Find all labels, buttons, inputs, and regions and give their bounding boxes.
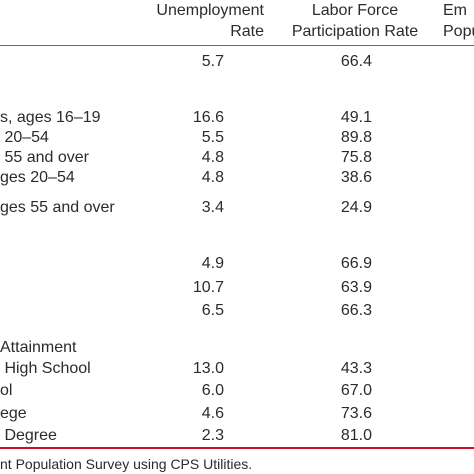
header-labor-force-participation-rate: Labor Force Participation Rate (270, 0, 440, 42)
lfpr-cell: 75.8 (340, 149, 372, 166)
lfpr-cell: 66.4 (340, 53, 372, 70)
header-divider (0, 45, 474, 46)
lfpr-cell: 67.0 (340, 382, 372, 399)
row-label: 55 and over (0, 149, 89, 166)
row-label: ol (0, 382, 13, 399)
table-row: 20–54 5.5 89.8 (0, 128, 474, 148)
unemployment-rate-cell: 6.0 (201, 382, 224, 399)
table-row: ege 4.6 73.6 (0, 404, 474, 424)
lfpr-cell: 89.8 (340, 129, 372, 146)
table-row: 55 and over 4.8 75.8 (0, 148, 474, 168)
section-label: Attainment (0, 339, 77, 356)
unemployment-rate-cell: 4.8 (201, 169, 224, 186)
unemployment-rate-cell: 4.6 (201, 405, 224, 422)
lfpr-cell: 63.9 (340, 279, 372, 296)
table-row: 6.5 66.3 (0, 301, 474, 321)
lfpr-cell: 38.6 (340, 169, 372, 186)
row-label: s, ages 16–19 (0, 109, 101, 126)
table-section-heading: Attainment (0, 338, 474, 358)
unemployment-rate-cell: 13.0 (192, 360, 224, 377)
row-label: Degree (0, 427, 57, 444)
unemployment-rate-cell: 5.5 (201, 129, 224, 146)
table-row: 4.9 66.9 (0, 254, 474, 274)
header-unemployment-line-2: Rate (230, 23, 264, 40)
table-row: 10.7 63.9 (0, 278, 474, 298)
table-bottom-rule (0, 447, 474, 449)
header-emp-line-2: Popu (443, 23, 474, 40)
unemployment-rate-cell: 5.7 (201, 53, 224, 70)
source-note: nt Population Survey using CPS Utilities… (0, 456, 253, 472)
unemployment-rate-cell: 16.6 (192, 109, 224, 126)
table-row: ol 6.0 67.0 (0, 381, 474, 401)
row-label: High School (0, 360, 91, 377)
header-lfpr-line-2: Participation Rate (291, 23, 419, 40)
lfpr-cell: 81.0 (340, 427, 372, 444)
lfpr-cell: 43.3 (340, 360, 372, 377)
lfpr-cell: 66.9 (340, 255, 372, 272)
unemployment-rate-cell: 4.8 (201, 149, 224, 166)
header-lfpr-line-1: Labor Force (311, 2, 399, 19)
table-row: ges 55 and over 3.4 24.9 (0, 198, 474, 218)
unemployment-rate-cell: 4.9 (201, 255, 224, 272)
header-unemployment-rate: Unemployment Rate (142, 0, 264, 42)
unemployment-rate-cell: 6.5 (201, 302, 224, 319)
row-label: ges 55 and over (0, 199, 115, 216)
header-emp-line-1: Em (443, 2, 467, 19)
unemployment-rate-cell: 10.7 (192, 279, 224, 296)
row-label: 20–54 (0, 129, 49, 146)
lfpr-cell: 66.3 (340, 302, 372, 319)
lfpr-cell: 73.6 (340, 405, 372, 422)
table-row: Degree 2.3 81.0 (0, 426, 474, 446)
table-row: 5.7 66.4 (0, 52, 474, 72)
unemployment-rate-cell: 2.3 (201, 427, 224, 444)
row-label: ege (0, 405, 27, 422)
table-row: ges 20–54 4.8 38.6 (0, 168, 474, 188)
table-row: s, ages 16–19 16.6 49.1 (0, 108, 474, 128)
header-unemployment-line-1: Unemployment (156, 2, 264, 19)
lfpr-cell: 24.9 (340, 199, 372, 216)
row-label: ges 20–54 (0, 169, 75, 186)
unemployment-rate-cell: 3.4 (201, 199, 224, 216)
table-row: High School 13.0 43.3 (0, 359, 474, 379)
lfpr-cell: 49.1 (340, 109, 372, 126)
header-employment-population: Em Popu (443, 0, 474, 42)
